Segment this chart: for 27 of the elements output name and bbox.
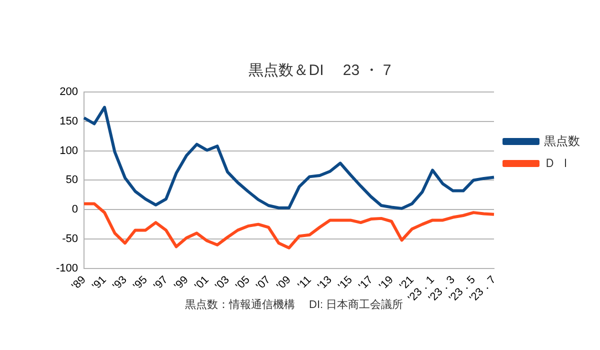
y-tick-label: 50 — [66, 174, 78, 186]
legend-label: 黒点数 — [544, 134, 580, 148]
legend-label: Ｄ Ｉ — [544, 156, 572, 170]
x-tick-label: '97 — [152, 274, 170, 292]
x-tick-label: '91 — [90, 274, 109, 292]
x-tick-label: '89 — [70, 274, 88, 292]
y-tick-label: -100 — [56, 262, 78, 274]
x-tick-label: '19 — [377, 274, 396, 292]
x-tick-label: '93 — [110, 274, 130, 292]
x-tick-label: '13 — [316, 274, 334, 292]
y-tick-label: 150 — [60, 115, 78, 128]
x-tick-label: '17 — [356, 274, 376, 292]
chart-title: 黒点数＆DI 23 ・ 7 — [248, 62, 392, 80]
x-tick-label: '11 — [296, 274, 314, 292]
x-tick-label: '03 — [213, 274, 232, 292]
x-tick-label: '99 — [172, 274, 191, 292]
y-tick-label: -50 — [62, 233, 78, 246]
x-tick-label: '01 — [192, 274, 212, 292]
x-tick-label: '05 — [234, 274, 252, 292]
x-tick-label: '95 — [131, 274, 150, 292]
x-tick-label: '15 — [336, 274, 355, 292]
y-tick-label: 200 — [60, 86, 78, 98]
x-tick-label: '07 — [254, 274, 273, 292]
y-tick-label: 100 — [60, 144, 78, 157]
x-tick-label: '09 — [274, 274, 294, 292]
y-tick-label: 0 — [72, 204, 78, 216]
text: 黒点数：情報通信機構 DI: 日本商工会議所 — [185, 298, 404, 312]
